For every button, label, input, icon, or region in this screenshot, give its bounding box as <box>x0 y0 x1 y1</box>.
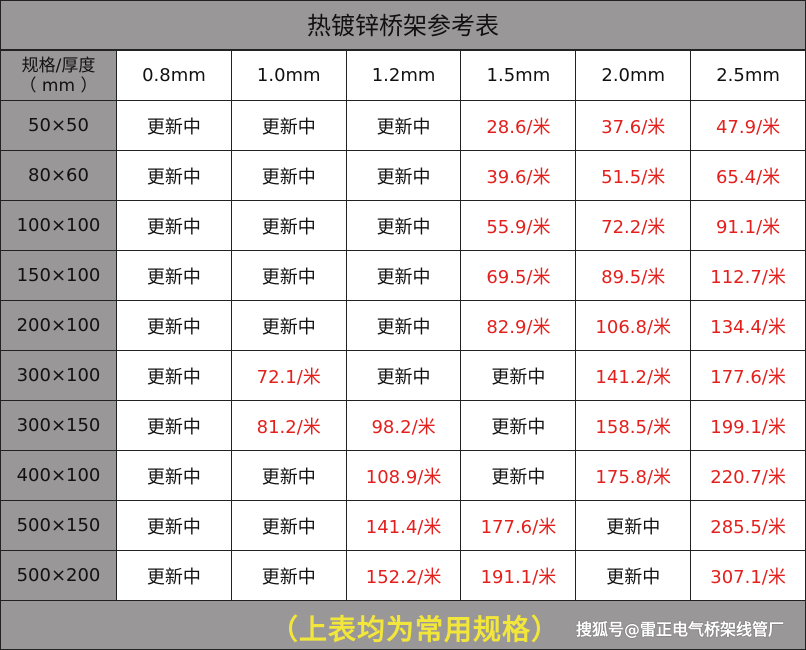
price-cell: 285.5/米 <box>690 500 806 551</box>
pending-cell: 更新中 <box>230 300 347 351</box>
price-cell: 141.4/米 <box>345 500 462 551</box>
spec-label: 150×100 <box>0 250 117 301</box>
pending-cell: 更新中 <box>116 400 232 451</box>
thickness-header: 1.0mm <box>230 50 347 101</box>
table-row: 150×100 更新中 更新中 更新中 69.5/米 89.5/米 112.7/米 <box>0 250 806 301</box>
table-row: 300×150 更新中 81.2/米 98.2/米 更新中 158.5/米 199.1/米 <box>0 400 806 451</box>
price-cell: 158.5/米 <box>575 400 692 451</box>
pending-cell: 更新中 <box>575 500 692 551</box>
footer: （上表均为常用规格） 搜狐号@雷正电气桥架线管厂 <box>0 600 806 650</box>
price-cell: 134.4/米 <box>690 300 806 351</box>
price-cell: 220.7/米 <box>690 450 806 501</box>
spec-label: 200×100 <box>0 300 117 351</box>
pending-cell: 更新中 <box>345 250 462 301</box>
price-cell: 81.2/米 <box>230 400 347 451</box>
price-cell: 69.5/米 <box>460 250 577 301</box>
pending-cell: 更新中 <box>345 150 462 201</box>
price-cell: 106.8/米 <box>575 300 692 351</box>
price-cell: 108.9/米 <box>345 450 462 501</box>
price-cell: 141.2/米 <box>575 350 692 401</box>
corner-header: 规格/厚度 （ mm ） <box>0 50 117 101</box>
price-cell: 89.5/米 <box>575 250 692 301</box>
price-cell: 55.9/米 <box>460 200 577 251</box>
pending-cell: 更新中 <box>230 200 347 251</box>
table-row: 200×100 更新中 更新中 更新中 82.9/米 106.8/米 134.4/米 <box>0 300 806 351</box>
pending-cell: 更新中 <box>116 550 232 601</box>
price-cell: 98.2/米 <box>345 400 462 451</box>
pending-cell: 更新中 <box>116 350 232 401</box>
corner-label-spec: 规格/厚度 <box>21 55 96 76</box>
spec-label: 300×150 <box>0 400 117 451</box>
price-cell: 175.8/米 <box>575 450 692 501</box>
thickness-header: 2.0mm <box>575 50 692 101</box>
price-cell: 191.1/米 <box>460 550 577 601</box>
table-row: 80×60 更新中 更新中 更新中 39.6/米 51.5/米 65.4/米 <box>0 150 806 201</box>
spec-label: 400×100 <box>0 450 117 501</box>
price-cell: 199.1/米 <box>690 400 806 451</box>
price-cell: 47.9/米 <box>690 100 806 151</box>
spec-label: 80×60 <box>0 150 117 201</box>
spec-label: 300×100 <box>0 350 117 401</box>
table-row: 500×150 更新中 更新中 141.4/米 177.6/米 更新中 285.5/米 <box>0 500 806 551</box>
price-cell: 37.6/米 <box>575 100 692 151</box>
pending-cell: 更新中 <box>230 550 347 601</box>
price-cell: 112.7/米 <box>690 250 806 301</box>
spec-label: 500×200 <box>0 550 117 601</box>
pending-cell: 更新中 <box>345 300 462 351</box>
price-cell: 51.5/米 <box>575 150 692 201</box>
pending-cell: 更新中 <box>345 200 462 251</box>
price-cell: 152.2/米 <box>345 550 462 601</box>
header-row: 规格/厚度 （ mm ） 0.8mm 1.0mm 1.2mm 1.5mm 2.0mm 2.… <box>0 50 806 101</box>
table-row: 100×100 更新中 更新中 更新中 55.9/米 72.2/米 91.1/米 <box>0 200 806 251</box>
price-cell: 72.2/米 <box>575 200 692 251</box>
price-cell: 307.1/米 <box>690 550 806 601</box>
pending-cell: 更新中 <box>230 250 347 301</box>
footer-note: （上表均为常用规格） <box>270 613 561 646</box>
thickness-header: 1.2mm <box>345 50 462 101</box>
price-cell: 177.6/米 <box>690 350 806 401</box>
table-row: 300×100 更新中 72.1/米 更新中 更新中 141.2/米 177.6/米 <box>0 350 806 401</box>
pending-cell: 更新中 <box>460 450 577 501</box>
price-table: 规格/厚度 （ mm ） 0.8mm 1.0mm 1.2mm 1.5mm 2.0mm 2.… <box>0 50 806 601</box>
corner-label-unit: （ mm ） <box>19 75 98 96</box>
price-cell: 91.1/米 <box>690 200 806 251</box>
price-cell: 28.6/米 <box>460 100 577 151</box>
pending-cell: 更新中 <box>345 350 462 401</box>
pending-cell: 更新中 <box>116 450 232 501</box>
table-row: 50×50 更新中 更新中 更新中 28.6/米 37.6/米 47.9/米 <box>0 100 806 151</box>
pending-cell: 更新中 <box>460 400 577 451</box>
thickness-header: 2.5mm <box>690 50 806 101</box>
pending-cell: 更新中 <box>116 250 232 301</box>
pending-cell: 更新中 <box>345 100 462 151</box>
price-cell: 72.1/米 <box>230 350 347 401</box>
spec-label: 500×150 <box>0 500 117 551</box>
price-cell: 82.9/米 <box>460 300 577 351</box>
price-cell: 39.6/米 <box>460 150 577 201</box>
spec-label: 100×100 <box>0 200 117 251</box>
price-cell: 65.4/米 <box>690 150 806 201</box>
pending-cell: 更新中 <box>116 100 232 151</box>
pending-cell: 更新中 <box>116 500 232 551</box>
table-row: 400×100 更新中 更新中 108.9/米 更新中 175.8/米 220.7/米 <box>0 450 806 501</box>
pending-cell: 更新中 <box>575 550 692 601</box>
table-row: 500×200 更新中 更新中 152.2/米 191.1/米 更新中 307.1/米 <box>0 550 806 601</box>
pending-cell: 更新中 <box>230 100 347 151</box>
pending-cell: 更新中 <box>116 150 232 201</box>
watermark-credit: 搜狐号@雷正电气桥架线管厂 <box>576 620 785 639</box>
pending-cell: 更新中 <box>230 150 347 201</box>
pending-cell: 更新中 <box>230 500 347 551</box>
pending-cell: 更新中 <box>460 350 577 401</box>
spec-label: 50×50 <box>0 100 117 151</box>
thickness-header: 0.8mm <box>116 50 232 101</box>
price-cell: 177.6/米 <box>460 500 577 551</box>
thickness-header: 1.5mm <box>460 50 577 101</box>
page-title: 热镀锌桥架参考表 <box>0 0 806 50</box>
pending-cell: 更新中 <box>116 300 232 351</box>
pending-cell: 更新中 <box>230 450 347 501</box>
pending-cell: 更新中 <box>116 200 232 251</box>
